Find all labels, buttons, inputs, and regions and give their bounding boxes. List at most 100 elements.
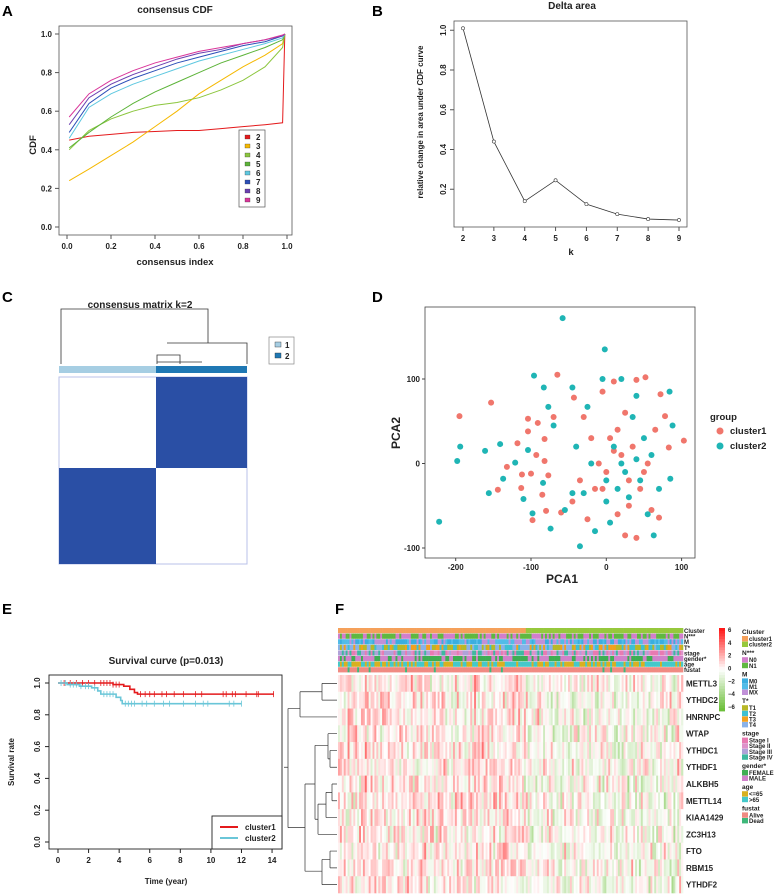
heatmap-cell <box>539 708 542 726</box>
heatmap-cell <box>596 775 599 793</box>
annotation-cell <box>401 639 404 645</box>
annotation-cell <box>500 656 504 662</box>
annotation-cell <box>575 628 578 634</box>
annotation-cell <box>353 650 356 656</box>
heatmap-cell <box>552 825 555 843</box>
heatmap-cell <box>422 691 425 709</box>
annotation-cell <box>487 639 490 645</box>
annotation-cell <box>466 633 469 639</box>
heatmap-cell <box>661 725 665 743</box>
annotation-cell <box>405 644 408 650</box>
heatmap-cell <box>665 708 668 726</box>
heatmap-cell <box>621 859 624 877</box>
heatmap-cell <box>497 825 500 843</box>
annotation-cell <box>376 633 379 639</box>
legend-label: MALE <box>749 777 766 783</box>
heatmap-cell <box>625 842 628 860</box>
heatmap-cell <box>541 675 544 693</box>
heatmap-cell <box>407 825 410 843</box>
heatmap-cell <box>477 708 481 726</box>
annotation-cell <box>454 628 458 634</box>
annotation-cell <box>487 633 490 639</box>
annotation-cell <box>516 644 519 650</box>
heatmap-cell <box>617 742 621 760</box>
annotation-cell <box>671 650 674 656</box>
heatmap-cell <box>527 675 530 693</box>
heatmap-cell <box>654 775 657 793</box>
heatmap-cell <box>387 859 391 877</box>
annotation-cell <box>504 628 507 634</box>
annotation-cell <box>447 650 450 656</box>
heatmap-cell <box>408 708 412 726</box>
heatmap-cell <box>522 809 525 827</box>
annotation-cell <box>506 628 509 634</box>
heatmap-cell <box>407 792 410 810</box>
heatmap-cell <box>445 742 448 760</box>
heatmap-cell <box>384 691 387 709</box>
heatmap-cell <box>673 825 676 843</box>
heatmap-cell <box>543 675 546 693</box>
scatter-point-cluster1 <box>652 426 659 433</box>
heatmap-cell <box>391 708 394 726</box>
gene-label: ZC3H13 <box>686 830 716 839</box>
annotation-cell <box>571 661 575 667</box>
annotation-cell <box>514 633 517 639</box>
heatmap-cell <box>474 842 477 860</box>
heatmap-cell <box>537 859 540 877</box>
annotation-cell <box>602 650 605 656</box>
heatmap-cell <box>514 725 517 743</box>
color-scale-label: −6 <box>728 705 736 711</box>
annotation-cell <box>617 639 621 645</box>
heatmap-cell <box>407 758 410 776</box>
annotation-cell <box>395 639 398 645</box>
annotation-cell <box>635 633 638 639</box>
annotation-cell <box>583 628 586 634</box>
annotation-cell <box>464 661 467 667</box>
annotation-cell <box>612 667 615 673</box>
annotation-cell <box>539 628 542 634</box>
heatmap-cell <box>443 876 446 894</box>
heatmap-cell <box>638 809 642 827</box>
heatmap-cell <box>339 809 343 827</box>
annotation-cell <box>420 656 423 662</box>
heatmap-cell <box>468 859 471 877</box>
heatmap-cell <box>435 725 438 743</box>
heatmap-cell <box>642 809 645 827</box>
heatmap-cell <box>357 859 360 877</box>
annotation-cell <box>552 639 555 645</box>
annotation-cell <box>418 656 421 662</box>
heatmap-cell <box>579 809 582 827</box>
annotation-cell <box>433 656 437 662</box>
heatmap-cell <box>594 708 598 726</box>
annotation-cell <box>596 667 599 673</box>
heatmap-cell <box>606 775 609 793</box>
heatmap-cell <box>506 758 509 776</box>
heatmap-cell <box>483 691 486 709</box>
annotation-cell <box>675 639 678 645</box>
heatmap-cell <box>589 708 592 726</box>
annotation-cell <box>351 667 354 673</box>
heatmap-cell <box>439 876 442 894</box>
annotation-cell <box>443 639 446 645</box>
heatmap-cell <box>500 842 504 860</box>
heatmap-cell <box>673 675 676 693</box>
legend-swatch <box>742 710 748 717</box>
heatmap-cell <box>679 708 682 726</box>
heatmap-cell <box>681 775 684 793</box>
heatmap-cell <box>606 825 609 843</box>
annotation-cell <box>681 633 684 639</box>
heatmap-cell <box>395 725 398 743</box>
heatmap-cell <box>635 825 638 843</box>
heatmap-cell <box>598 775 601 793</box>
legend-swatch <box>742 812 748 818</box>
annotation-cell <box>642 661 645 667</box>
heatmap-cell <box>351 675 354 693</box>
heatmap-cell <box>376 775 379 793</box>
annotation-cell <box>362 644 366 650</box>
heatmap-cell <box>633 725 636 743</box>
heatmap-cell <box>564 708 567 726</box>
heatmap-cell <box>422 809 425 827</box>
heatmap-cell <box>472 775 475 793</box>
heatmap-cell <box>522 859 525 877</box>
annotation-cell <box>355 639 358 645</box>
